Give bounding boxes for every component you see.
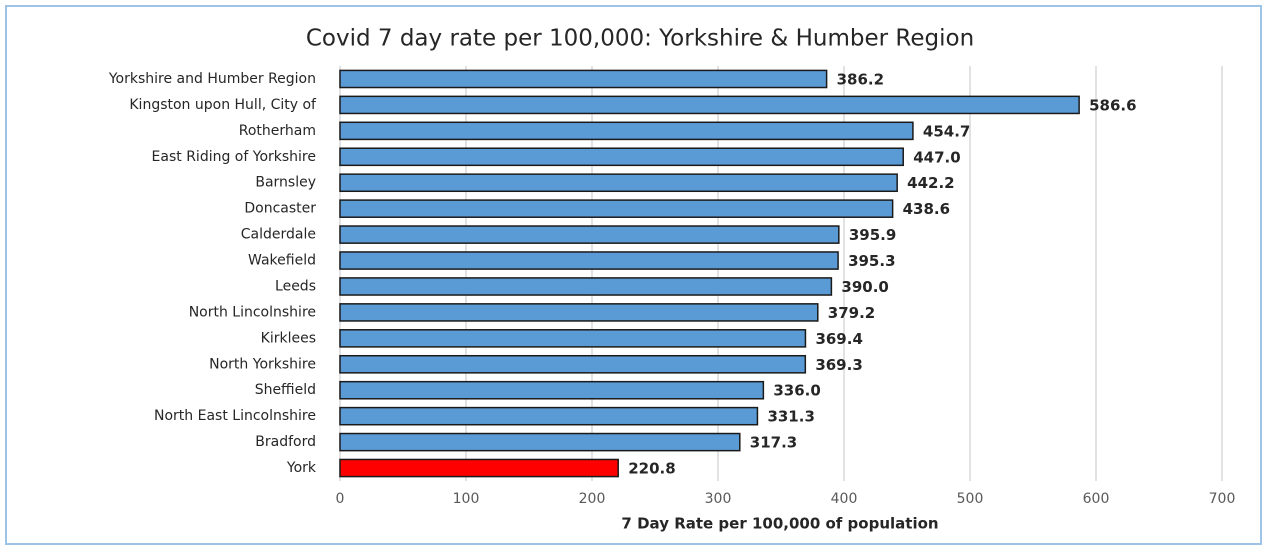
bar <box>339 199 894 218</box>
x-tick-label: 100 <box>453 491 480 507</box>
y-tick-label: Kirklees <box>261 330 316 346</box>
bar <box>339 277 833 296</box>
x-axis-title: 7 Day Rate per 100,000 of population <box>621 515 938 533</box>
y-tick-label: Barnsley <box>255 175 316 191</box>
y-tick-label: East Riding of Yorkshire <box>152 149 316 165</box>
bar <box>339 380 765 400</box>
data-label: 369.4 <box>815 330 862 348</box>
y-tick-label: Kingston upon Hull, City of <box>129 97 317 113</box>
y-tick-label: North Yorkshire <box>209 356 316 372</box>
x-tick-label: 0 <box>336 491 345 507</box>
y-tick-label: Rotherham <box>239 123 316 139</box>
data-label: 395.9 <box>849 226 896 244</box>
data-label: 379.2 <box>828 304 875 322</box>
x-tick-label: 300 <box>705 491 732 507</box>
bar <box>339 354 807 374</box>
data-label: 442.2 <box>907 174 954 192</box>
data-label: 331.3 <box>767 408 814 426</box>
data-label: 386.2 <box>837 70 884 88</box>
x-tick-label: 600 <box>1083 491 1110 507</box>
bar <box>339 69 828 89</box>
bar <box>339 147 904 167</box>
bar <box>339 458 619 478</box>
bar <box>339 432 741 452</box>
data-label: 220.8 <box>628 460 675 478</box>
y-tick-label: Wakefield <box>248 253 316 269</box>
bar <box>339 95 1080 115</box>
data-label: 438.6 <box>903 200 950 218</box>
bar <box>339 173 898 193</box>
y-tick-label: North East Lincolnshire <box>154 408 316 424</box>
y-tick-label: Yorkshire and Humber Region <box>108 71 316 87</box>
bar <box>339 121 914 141</box>
bar <box>339 329 807 348</box>
data-label: 454.7 <box>923 122 970 140</box>
data-label: 336.0 <box>773 382 820 400</box>
bar <box>339 225 840 244</box>
x-tick-label: 700 <box>1209 491 1236 507</box>
y-tick-label: Sheffield <box>255 382 316 398</box>
data-label: 395.3 <box>848 252 895 270</box>
data-label: 586.6 <box>1089 96 1136 114</box>
data-label: 447.0 <box>913 148 960 166</box>
x-tick-label: 400 <box>831 491 858 507</box>
chart-title: Covid 7 day rate per 100,000: Yorkshire … <box>306 26 974 52</box>
y-tick-label: Leeds <box>275 278 316 294</box>
y-tick-label: York <box>286 460 317 476</box>
y-tick-label: Calderdale <box>241 227 316 243</box>
data-label: 317.3 <box>750 434 797 452</box>
y-tick-label: Bradford <box>255 434 316 450</box>
bar <box>339 303 819 322</box>
data-label: 390.0 <box>841 278 888 296</box>
x-tick-label: 500 <box>957 491 984 507</box>
data-label: 369.3 <box>815 356 862 374</box>
y-tick-label: North Lincolnshire <box>189 304 316 320</box>
bar <box>339 251 839 270</box>
bar <box>339 406 759 426</box>
x-tick-label: 200 <box>579 491 606 507</box>
y-tick-label: Doncaster <box>244 201 316 217</box>
